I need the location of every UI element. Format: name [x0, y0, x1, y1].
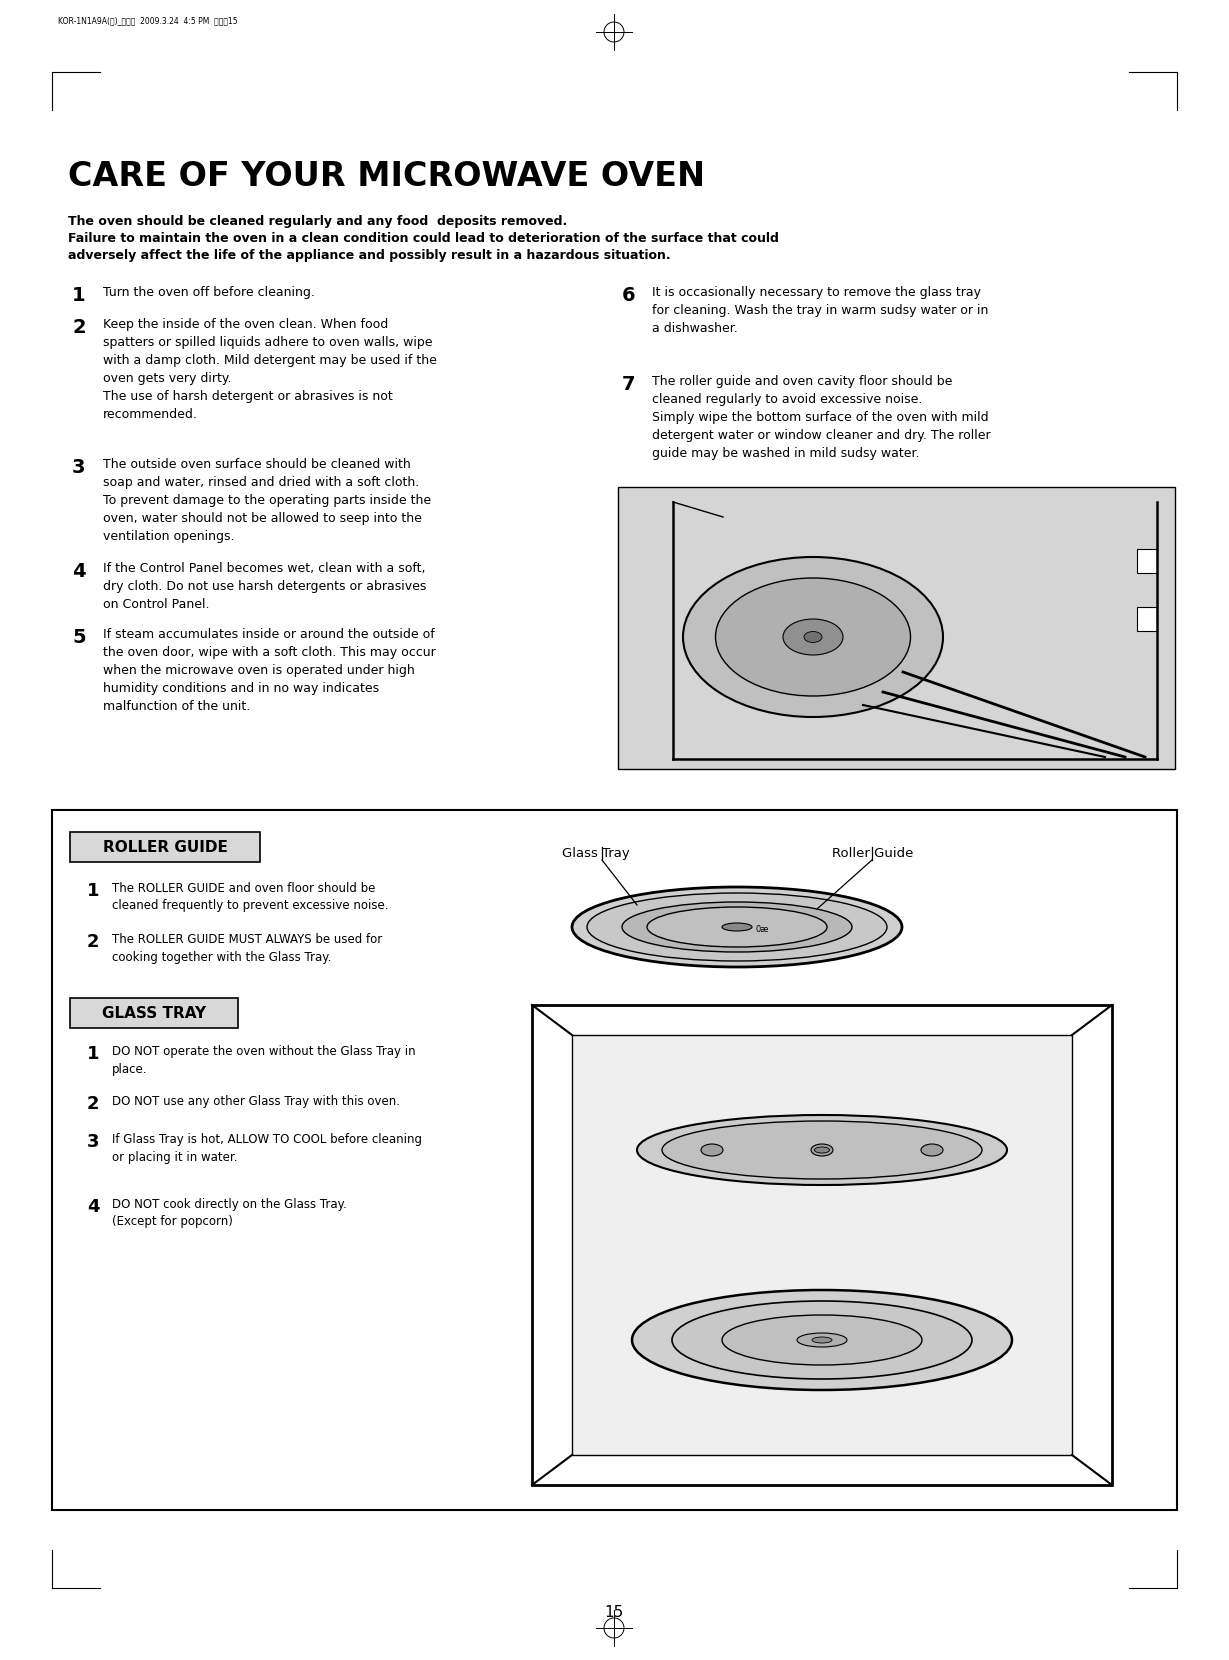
Text: DO NOT cook directly on the Glass Tray.
(Except for popcorn): DO NOT cook directly on the Glass Tray. …: [112, 1199, 347, 1228]
Text: The roller guide and oven cavity floor should be
cleaned regularly to avoid exce: The roller guide and oven cavity floor s…: [653, 375, 991, 460]
Text: GLASS TRAY: GLASS TRAY: [102, 1006, 206, 1021]
Text: If the Control Panel becomes wet, clean with a soft,
dry cloth. Do not use harsh: If the Control Panel becomes wet, clean …: [103, 563, 426, 611]
Text: It is occasionally necessary to remove the glass tray
for cleaning. Wash the tra: It is occasionally necessary to remove t…: [653, 286, 988, 335]
Text: The ROLLER GUIDE MUST ALWAYS be used for
cooking together with the Glass Tray.: The ROLLER GUIDE MUST ALWAYS be used for…: [112, 933, 382, 963]
Bar: [571, 1034, 1072, 1456]
Ellipse shape: [587, 893, 887, 961]
Text: CARE OF YOUR MICROWAVE OVEN: CARE OF YOUR MICROWAVE OVEN: [68, 159, 705, 193]
Text: 3: 3: [87, 1134, 100, 1150]
Ellipse shape: [811, 1144, 833, 1155]
Text: 4: 4: [73, 563, 86, 581]
Ellipse shape: [804, 631, 822, 642]
Ellipse shape: [662, 1120, 982, 1179]
Bar: [618, 486, 1175, 769]
Text: Keep the inside of the oven clean. When food
spatters or spilled liquids adhere : Keep the inside of the oven clean. When …: [103, 319, 436, 422]
Bar: [532, 1004, 1112, 1486]
Text: If steam accumulates inside or around the outside of
the oven door, wipe with a : If steam accumulates inside or around th…: [103, 627, 436, 714]
Bar: [70, 998, 238, 1028]
Ellipse shape: [721, 1315, 922, 1365]
Text: DO NOT operate the oven without the Glass Tray in
place.: DO NOT operate the oven without the Glas…: [112, 1046, 415, 1076]
Text: 3: 3: [73, 458, 86, 476]
Text: 7: 7: [622, 375, 635, 393]
Text: 5: 5: [73, 627, 86, 647]
Text: If Glass Tray is hot, ALLOW TO COOL before cleaning
or placing it in water.: If Glass Tray is hot, ALLOW TO COOL befo…: [112, 1134, 422, 1164]
Text: KOR-1N1A9A(영)_미주향  2009.3.24  4:5 PM  페이직15: KOR-1N1A9A(영)_미주향 2009.3.24 4:5 PM 페이직15: [58, 17, 237, 25]
Ellipse shape: [622, 901, 852, 951]
Text: adversely affect the life of the appliance and possibly result in a hazardous si: adversely affect the life of the applian…: [68, 249, 671, 262]
Text: DO NOT use any other Glass Tray with this oven.: DO NOT use any other Glass Tray with thi…: [112, 1096, 399, 1107]
Ellipse shape: [715, 578, 911, 696]
Ellipse shape: [812, 1336, 832, 1343]
Text: 2: 2: [87, 933, 100, 951]
Bar: [1137, 549, 1156, 573]
Text: 15: 15: [605, 1605, 623, 1620]
Ellipse shape: [701, 1144, 723, 1155]
Bar: [70, 832, 261, 862]
Ellipse shape: [783, 619, 843, 656]
Text: Turn the oven off before cleaning.: Turn the oven off before cleaning.: [103, 286, 315, 299]
Text: The oven should be cleaned regularly and any food  deposits removed.: The oven should be cleaned regularly and…: [68, 216, 568, 227]
Bar: [1137, 608, 1156, 631]
Ellipse shape: [683, 558, 943, 717]
Text: 1: 1: [73, 286, 86, 305]
Text: 6: 6: [622, 286, 635, 305]
Text: Roller Guide: Roller Guide: [832, 847, 913, 860]
Text: 1: 1: [87, 1046, 100, 1062]
Text: ROLLER GUIDE: ROLLER GUIDE: [102, 840, 227, 855]
Text: The ROLLER GUIDE and oven floor should be
cleaned frequently to prevent excessiv: The ROLLER GUIDE and oven floor should b…: [112, 881, 388, 913]
Ellipse shape: [632, 1290, 1011, 1389]
Ellipse shape: [646, 906, 827, 946]
Text: 2: 2: [73, 319, 86, 337]
Text: Glass Tray: Glass Tray: [562, 847, 629, 860]
Ellipse shape: [571, 886, 902, 968]
Ellipse shape: [815, 1147, 830, 1154]
Ellipse shape: [721, 923, 752, 931]
Ellipse shape: [921, 1144, 943, 1155]
Ellipse shape: [637, 1116, 1007, 1185]
Text: 1: 1: [87, 881, 100, 900]
Text: 0æ: 0æ: [755, 925, 768, 933]
Text: 4: 4: [87, 1199, 100, 1217]
Text: The outside oven surface should be cleaned with
soap and water, rinsed and dried: The outside oven surface should be clean…: [103, 458, 431, 543]
Ellipse shape: [796, 1333, 847, 1346]
Bar: [52, 810, 1177, 1511]
Text: Failure to maintain the oven in a clean condition could lead to deterioration of: Failure to maintain the oven in a clean …: [68, 232, 779, 246]
Text: 2: 2: [87, 1096, 100, 1112]
Ellipse shape: [672, 1301, 972, 1379]
